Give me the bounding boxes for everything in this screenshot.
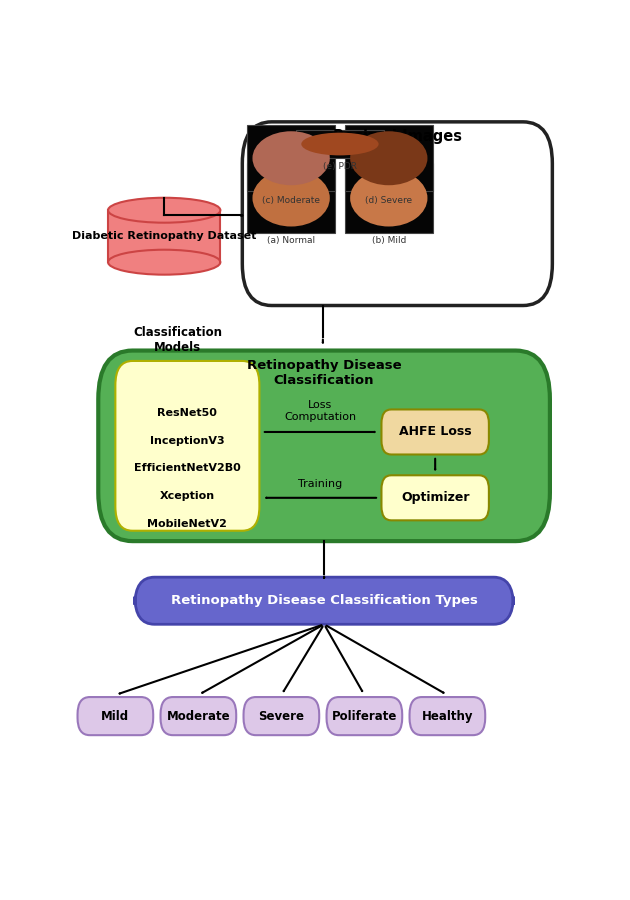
Text: Training: Training (299, 480, 343, 490)
Text: AHFE Loss: AHFE Loss (399, 426, 471, 438)
Bar (247, 125, 335, 191)
Ellipse shape (350, 170, 428, 227)
Ellipse shape (108, 249, 220, 274)
Text: Loss
Computation: Loss Computation (284, 400, 357, 421)
FancyBboxPatch shape (135, 577, 513, 625)
Bar (345, 164, 433, 233)
Text: Retinopathy Disease Classification Types: Retinopathy Disease Classification Types (171, 594, 478, 608)
Ellipse shape (253, 131, 330, 185)
Text: InceptionV3: InceptionV3 (150, 436, 225, 446)
Bar (296, 130, 384, 158)
Text: Poliferate: Poliferate (331, 709, 397, 723)
Text: Severe: Severe (258, 709, 304, 723)
Text: Classification
Models: Classification Models (133, 326, 222, 354)
Text: (d) Severe: (d) Severe (365, 196, 413, 205)
Text: Optimizer: Optimizer (401, 491, 469, 504)
FancyBboxPatch shape (244, 697, 319, 735)
Text: Diabetic Retinopathy Dataset: Diabetic Retinopathy Dataset (72, 231, 256, 241)
Ellipse shape (253, 170, 330, 227)
Text: Moderate: Moderate (166, 709, 230, 723)
Text: Retinopathy Disease
Classification: Retinopathy Disease Classification (247, 359, 401, 387)
Text: (e) PDR: (e) PDR (323, 162, 357, 171)
FancyBboxPatch shape (326, 697, 402, 735)
FancyBboxPatch shape (77, 697, 153, 735)
Text: (c) Moderate: (c) Moderate (262, 196, 320, 205)
FancyBboxPatch shape (108, 211, 220, 262)
Text: EfficientNetV2B0: EfficientNetV2B0 (134, 464, 241, 473)
Ellipse shape (350, 131, 428, 185)
Text: Resized Images: Resized Images (333, 129, 462, 144)
FancyBboxPatch shape (381, 410, 489, 454)
Ellipse shape (301, 132, 379, 156)
FancyBboxPatch shape (243, 122, 553, 305)
Text: Healthy: Healthy (421, 709, 473, 723)
FancyBboxPatch shape (115, 361, 260, 531)
Text: (b) Mild: (b) Mild (372, 236, 406, 245)
FancyBboxPatch shape (381, 475, 489, 520)
Text: Xception: Xception (160, 491, 215, 501)
FancyBboxPatch shape (98, 351, 550, 541)
Text: MobileNetV2: MobileNetV2 (147, 518, 227, 529)
Text: ResNet50: ResNet50 (158, 408, 217, 418)
Bar (247, 164, 335, 233)
Bar (345, 125, 433, 191)
FancyBboxPatch shape (161, 697, 236, 735)
Text: (a) Normal: (a) Normal (267, 236, 315, 245)
Ellipse shape (108, 198, 220, 222)
Text: Mild: Mild (101, 709, 129, 723)
FancyBboxPatch shape (410, 697, 485, 735)
